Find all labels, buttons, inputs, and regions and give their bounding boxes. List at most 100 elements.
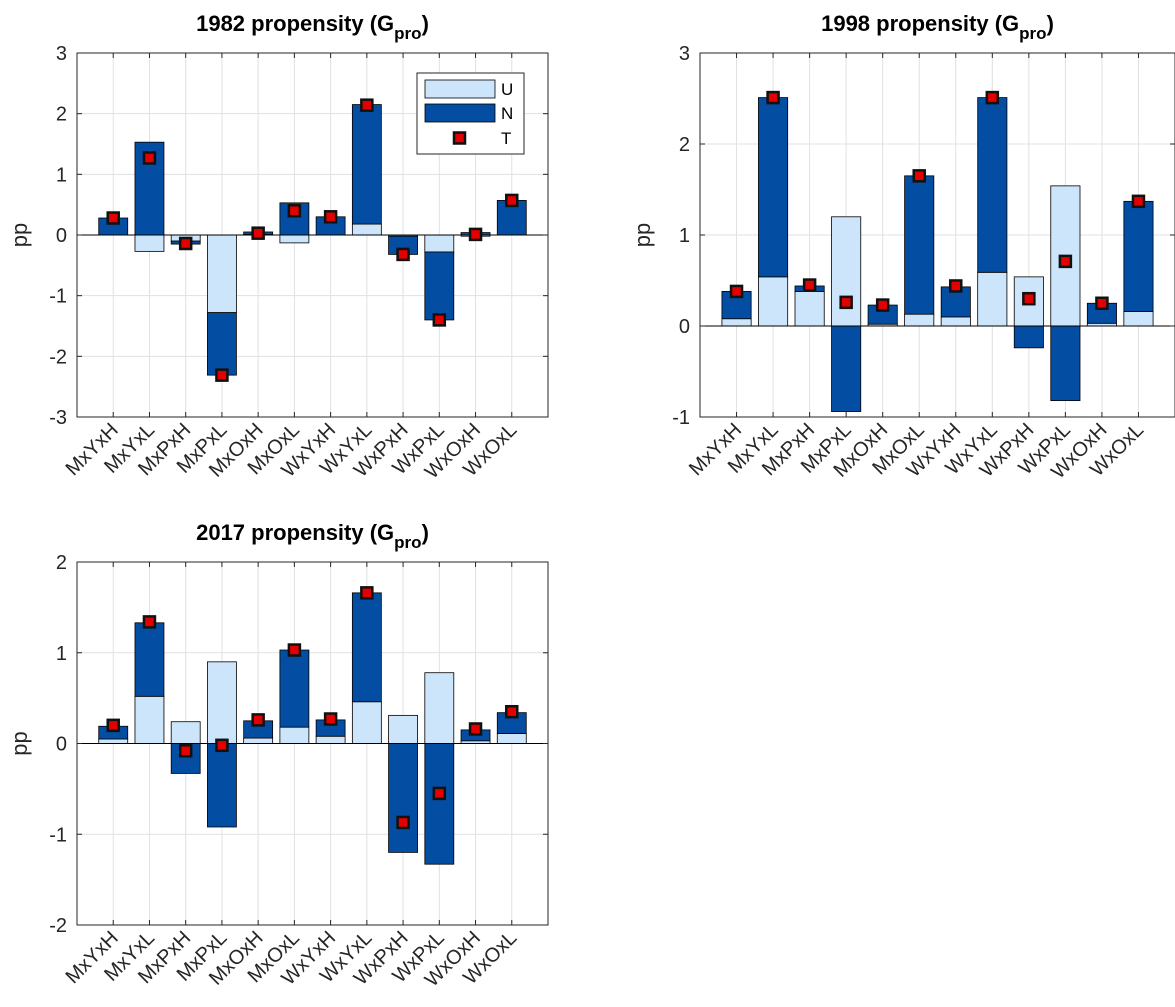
- y-tick-label: -1: [672, 407, 690, 429]
- legend: UNT: [416, 72, 525, 155]
- bar-n-WxPxL: [1050, 325, 1081, 402]
- marker-t-MxYxL: [142, 615, 157, 629]
- y-tick-label: 3: [679, 43, 690, 65]
- title-main: 2017 propensity (G: [196, 520, 394, 545]
- marker-t-WxOxL: [505, 704, 519, 719]
- marker-t-WxOxL: [1131, 194, 1146, 209]
- y-axis-label: pp: [630, 223, 655, 247]
- bar-u-MxPxL: [207, 234, 237, 314]
- y-tick-label: -1: [49, 286, 67, 308]
- title-close: ): [422, 11, 429, 36]
- bar-u-MxYxL: [134, 234, 165, 252]
- chart-panel-2017: -2-1012MxYxHMxYxLMxPxHMxPxLMxOxHMxOxLWxY…: [7, 520, 549, 991]
- marker-t-MxYxL: [142, 151, 157, 165]
- marker-t-WxYxL: [360, 586, 374, 600]
- marker-t-WxOxL: [505, 193, 519, 208]
- title-close: ): [1047, 11, 1054, 36]
- marker-t-MxYxL: [766, 90, 780, 105]
- title-main: 1982 propensity (G: [196, 11, 394, 36]
- bar-u-MxOxH: [243, 737, 274, 744]
- marker-t-MxYxH: [729, 284, 744, 299]
- marker-t-WxYxL: [360, 98, 374, 112]
- bar-u-MxPxL: [831, 216, 862, 327]
- marker-t-MxPxL: [839, 295, 853, 310]
- marker-t-WxOxH: [468, 227, 483, 242]
- y-tick-label: 3: [56, 43, 67, 65]
- y-tick-label: 1: [56, 164, 67, 186]
- marker-t-MxOxL: [287, 203, 302, 218]
- y-tick-label: -3: [49, 407, 67, 429]
- bar-u-MxPxH: [794, 291, 825, 327]
- marker-t-WxYxL: [985, 90, 1000, 105]
- y-tick-label: 0: [56, 225, 67, 247]
- marker-t-WxPxH: [396, 815, 410, 830]
- bar-n-WxYxL: [351, 104, 382, 225]
- marker-t-MxOxL: [287, 643, 302, 657]
- marker-t-MxYxH: [106, 718, 120, 733]
- y-tick-label: 1: [56, 643, 67, 665]
- bar-n-MxPxL: [207, 312, 237, 376]
- marker-t-MxOxL: [912, 169, 926, 183]
- bar-n-MxYxL: [134, 622, 165, 697]
- y-axis-label: pp: [7, 731, 32, 755]
- bar-u-MxPxL: [207, 661, 237, 744]
- bar-u-MxPxH: [170, 721, 201, 744]
- y-tick-label: 0: [56, 734, 67, 756]
- y-tick-label: 2: [679, 134, 690, 156]
- bar-n-MxOxL: [279, 649, 310, 728]
- y-tick-label: -2: [49, 346, 67, 368]
- legend-swatch-N: [424, 103, 496, 123]
- chart-title: 1982 propensity (Gpro): [196, 11, 429, 43]
- bar-u-MxYxH: [98, 738, 129, 744]
- marker-t-MxPxL: [215, 738, 229, 753]
- y-tick-label: 2: [56, 104, 67, 126]
- bar-n-MxPxL: [831, 325, 862, 412]
- y-tick-label: 2: [56, 552, 67, 574]
- marker-t-WxOxH: [468, 722, 483, 736]
- bar-u-MxOxL: [904, 313, 935, 327]
- title-subscript: pro: [1019, 24, 1046, 43]
- title-subscript: pro: [394, 24, 421, 43]
- marker-t-MxPxH: [802, 278, 817, 292]
- bar-n-MxYxL: [758, 97, 789, 278]
- legend-label-U: U: [501, 80, 513, 99]
- legend-label-T: T: [501, 129, 511, 148]
- chart-panel-1998: -10123MxYxHMxYxLMxPxHMxPxLMxOxHMxOxLWxYx…: [630, 11, 1175, 483]
- bar-u-WxOxL: [1123, 311, 1154, 327]
- y-tick-label: -1: [49, 824, 67, 846]
- bar-n-WxPxL: [424, 251, 455, 321]
- bar-u-WxYxH: [940, 316, 971, 327]
- title-main: 1998 propensity (G: [821, 11, 1019, 36]
- marker-t-WxYxH: [323, 712, 338, 726]
- title-subscript: pro: [394, 533, 421, 552]
- marker-t-WxPxL: [432, 313, 447, 327]
- bar-n-WxPxH: [388, 743, 418, 853]
- bar-u-WxOxL: [496, 733, 527, 744]
- bar-n-MxPxL: [207, 743, 237, 828]
- legend-marker-T: [452, 131, 467, 145]
- bar-u-MxYxL: [134, 695, 165, 744]
- bar-u-WxPxH: [388, 714, 418, 744]
- bar-u-WxPxL: [424, 234, 455, 253]
- marker-t-WxYxH: [323, 210, 338, 224]
- marker-t-WxPxH: [396, 247, 410, 262]
- marker-t-MxOxH: [875, 298, 890, 312]
- marker-t-WxPxH: [1022, 291, 1036, 306]
- bar-u-WxYxL: [351, 223, 382, 236]
- marker-t-WxYxH: [949, 279, 963, 293]
- bar-n-WxPxL: [424, 743, 455, 865]
- chart-title: 2017 propensity (Gpro): [196, 520, 429, 552]
- y-tick-label: -2: [49, 915, 67, 937]
- bar-n-WxYxL: [977, 97, 1008, 273]
- legend-label-N: N: [501, 104, 513, 123]
- y-tick-label: 1: [679, 225, 690, 247]
- bar-u-WxPxL: [424, 672, 455, 744]
- bar-u-MxOxL: [279, 234, 310, 244]
- title-close: ): [422, 520, 429, 545]
- marker-t-MxOxH: [251, 226, 265, 240]
- bar-u-MxOxL: [279, 726, 310, 744]
- bar-u-WxYxL: [977, 271, 1008, 327]
- marker-t-MxPxH: [178, 744, 193, 758]
- y-axis-label: pp: [7, 223, 32, 247]
